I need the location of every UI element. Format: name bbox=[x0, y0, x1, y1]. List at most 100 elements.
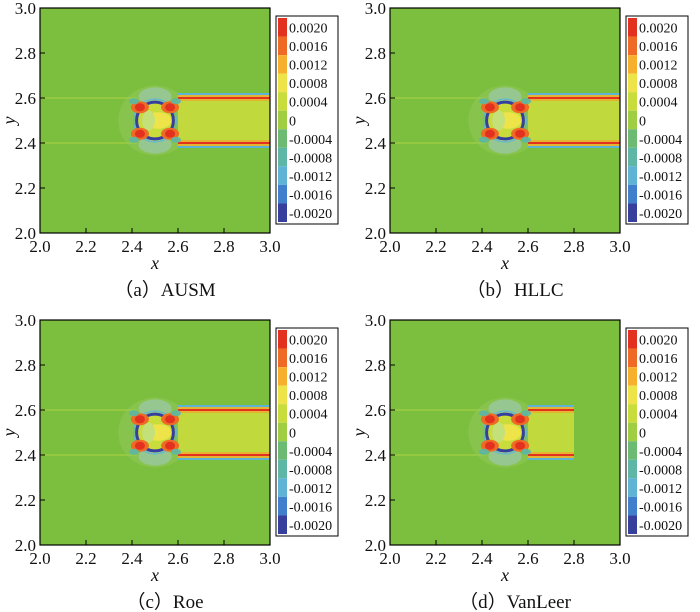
hotspot bbox=[484, 129, 495, 138]
x-tick-label: 2.6 bbox=[167, 237, 188, 256]
hotspot-shadow bbox=[128, 98, 139, 105]
y-tick-label: 2.6 bbox=[15, 89, 36, 108]
colorbar-swatch bbox=[628, 330, 637, 349]
hotspot bbox=[515, 129, 526, 138]
colorbar-label: 0.0012 bbox=[289, 371, 328, 386]
x-axis-label: x bbox=[150, 253, 159, 273]
colorbar-swatch bbox=[278, 184, 287, 204]
colorbar-swatch bbox=[278, 367, 287, 386]
y-tick-label: 2.2 bbox=[365, 179, 386, 198]
colorbar-swatch bbox=[628, 459, 637, 479]
colorbar-label: 0.0020 bbox=[639, 334, 678, 349]
colorbar-label: -0.0016 bbox=[289, 500, 332, 515]
hotspot-shadow bbox=[478, 448, 489, 455]
colorbar-swatch bbox=[628, 422, 637, 442]
colorbar-swatch bbox=[278, 73, 287, 93]
panel-1: 2.0 2.2 2.4 2.6 2.8 3.0 2.0 2.2 2.4 2.6 2.8 3.0 x y （a… bbox=[0, 0, 339, 301]
wake-core bbox=[178, 101, 270, 140]
colorbar-swatch bbox=[628, 147, 637, 167]
hotspot bbox=[484, 103, 495, 112]
y-tick-label: 2.6 bbox=[365, 89, 386, 108]
x-tick-label: 2.8 bbox=[563, 549, 584, 568]
colorbar-label: 0.0020 bbox=[289, 22, 328, 37]
colorbar-label: -0.0016 bbox=[289, 188, 332, 203]
colorbar-label: 0.0012 bbox=[639, 371, 678, 386]
hotspot bbox=[515, 415, 526, 424]
y-tick-label: 2.8 bbox=[15, 44, 36, 63]
x-tick-label: 2.8 bbox=[213, 549, 234, 568]
hotspot-shadow bbox=[128, 410, 139, 417]
colorbar-label: 0.0012 bbox=[289, 59, 328, 74]
panel-2: 2.0 2.2 2.4 2.6 2.8 3.0 2.0 2.2 2.4 2.6 2.8 3.0 x y （b… bbox=[349, 0, 689, 301]
colorbar-label: -0.0012 bbox=[639, 170, 682, 185]
x-tick-label: 3.0 bbox=[259, 549, 280, 568]
x-tick-label: 2.0 bbox=[379, 549, 400, 568]
cylinder-outline-halo bbox=[482, 98, 528, 143]
colorbar-swatch bbox=[278, 36, 287, 56]
y-tick-label: 2.6 bbox=[365, 401, 386, 420]
colorbar-label: 0.0016 bbox=[289, 40, 328, 55]
colorbar-label: -0.0008 bbox=[639, 151, 682, 166]
cylinder-outline bbox=[485, 100, 525, 141]
plot-frame bbox=[389, 7, 621, 234]
contour-field bbox=[40, 85, 270, 156]
y-axis-label: y bbox=[349, 117, 369, 127]
colorbar-label: 0.0004 bbox=[639, 96, 678, 111]
colorbar-label: 0.0016 bbox=[639, 352, 678, 367]
body-inner-lobe bbox=[492, 110, 505, 131]
hotspot-shadow bbox=[521, 448, 532, 455]
colorbar-swatch bbox=[278, 385, 287, 405]
plot-frame bbox=[39, 7, 271, 234]
colorbar-swatch bbox=[278, 348, 287, 368]
colorbar-swatch bbox=[628, 92, 637, 111]
wake-core bbox=[528, 413, 574, 452]
colorbar-swatch bbox=[278, 18, 287, 37]
cylinder-outline-halo bbox=[482, 410, 528, 455]
colorbar-swatch bbox=[628, 367, 637, 386]
hotspot-shadow bbox=[521, 136, 532, 143]
colorbar-swatch bbox=[278, 55, 287, 74]
x-tick-label: 3.0 bbox=[609, 237, 630, 256]
hotspot bbox=[484, 415, 495, 424]
y-tick-label: 2.4 bbox=[365, 446, 387, 465]
y-tick-label: 2.2 bbox=[365, 491, 386, 510]
colorbar-swatch bbox=[628, 73, 637, 93]
y-tick-label: 2.4 bbox=[15, 134, 37, 153]
body-inner-lobe bbox=[142, 110, 155, 131]
y-tick-label: 2.2 bbox=[15, 179, 36, 198]
panel-3: 2.0 2.2 2.4 2.6 2.8 3.0 2.0 2.2 2.4 2.6 2.8 3.0 x y （c… bbox=[0, 311, 339, 612]
hotspot bbox=[134, 129, 145, 138]
x-tick-label: 2.4 bbox=[121, 549, 143, 568]
colorbar-swatch bbox=[278, 441, 287, 460]
x-tick-label: 3.0 bbox=[609, 549, 630, 568]
hotspot-shadow bbox=[171, 136, 182, 143]
colorbar-label: 0 bbox=[639, 114, 646, 129]
y-axis-label: y bbox=[349, 429, 369, 439]
hotspot bbox=[515, 103, 526, 112]
colorbar-label: 0.0020 bbox=[289, 334, 328, 349]
colorbar-label: 0 bbox=[289, 114, 296, 129]
cylinder-outline-halo bbox=[132, 410, 178, 455]
x-tick-label: 2.6 bbox=[517, 549, 538, 568]
colorbar-swatch bbox=[278, 129, 287, 148]
x-tick-label: 2.2 bbox=[425, 549, 446, 568]
colorbar-label: 0.0008 bbox=[289, 77, 328, 92]
colorbar-label: -0.0020 bbox=[639, 207, 682, 222]
hotspot bbox=[484, 441, 495, 450]
y-tick-label: 2.0 bbox=[365, 224, 386, 243]
hotspot bbox=[165, 441, 176, 450]
colorbar-label: 0.0004 bbox=[289, 408, 328, 423]
plot-frame bbox=[39, 319, 271, 546]
colorbar-label: 0.0020 bbox=[639, 22, 678, 37]
hotspot bbox=[165, 415, 176, 424]
hotspot-shadow bbox=[171, 448, 182, 455]
colorbar-label: -0.0012 bbox=[639, 482, 682, 497]
hotspot-shadow bbox=[171, 98, 182, 105]
hotspot bbox=[165, 129, 176, 138]
colorbar-swatch bbox=[278, 459, 287, 479]
x-axis-label: x bbox=[500, 565, 509, 585]
colorbar-label: -0.0012 bbox=[289, 482, 332, 497]
colorbar-swatch bbox=[628, 203, 637, 222]
colorbar-label: -0.0004 bbox=[639, 445, 682, 460]
